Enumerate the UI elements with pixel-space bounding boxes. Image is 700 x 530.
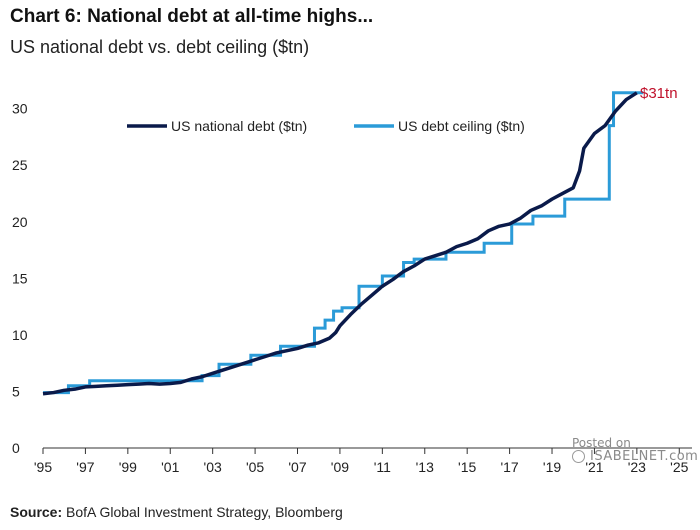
- watermark-site: ISABELNET.com: [590, 449, 699, 464]
- y-tick-label: 10: [12, 327, 28, 343]
- globe-icon: [572, 450, 585, 463]
- x-tick-label: '01: [161, 459, 179, 475]
- legend-national-debt-label: US national debt ($tn): [171, 118, 307, 134]
- chart-subtitle: US national debt vs. debt ceiling ($tn): [10, 37, 310, 57]
- source-note: Source: BofA Global Investment Strategy,…: [10, 504, 343, 520]
- x-tick-label: '09: [331, 459, 349, 475]
- x-tick-label: '17: [500, 459, 518, 475]
- watermark: Posted on ISABELNET.com: [572, 436, 698, 464]
- x-tick-label: '23: [628, 459, 646, 475]
- x-tick-label: '95: [34, 459, 52, 475]
- source-label: Source:: [10, 504, 63, 520]
- legend-debt-ceiling-label: US debt ceiling ($tn): [398, 118, 525, 134]
- series-line-national-debt: [42, 91, 638, 396]
- y-tick-label: 15: [12, 270, 28, 286]
- source-text: BofA Global Investment Strategy, Bloombe…: [66, 504, 343, 520]
- y-tick-label: 20: [12, 214, 28, 230]
- x-tick-label: '15: [458, 459, 476, 475]
- y-tick-label: 0: [12, 440, 20, 456]
- series-line-debt-ceiling: [43, 91, 644, 395]
- x-tick-label: '11: [374, 459, 391, 475]
- y-tick-label: 5: [12, 383, 20, 399]
- debt-line-chart: 0 5 10 15 20 25 30 '95 '97 '99 '01 '03 '05 '07 '09 '11 '…: [12, 85, 692, 475]
- x-tick-label: '97: [76, 459, 94, 475]
- watermark-line1: Posted on: [572, 436, 631, 450]
- x-tick-label: '13: [416, 459, 434, 475]
- x-tick-label: '07: [288, 459, 306, 475]
- y-tick-label: 25: [12, 157, 28, 173]
- x-tick-label: '05: [246, 459, 264, 475]
- annotation-31tn: $31tn: [640, 85, 678, 102]
- x-tick-label: '21: [585, 459, 603, 475]
- watermark-line2: ISABELNET.com: [572, 450, 698, 464]
- y-tick-label: 30: [12, 101, 28, 117]
- chart-title: Chart 6: National debt at all-time highs…: [10, 6, 374, 27]
- x-tick-label: '25: [670, 459, 688, 475]
- x-tick-label: '03: [204, 459, 222, 475]
- x-tick-label: '19: [543, 459, 561, 475]
- x-tick-label: '99: [119, 459, 137, 475]
